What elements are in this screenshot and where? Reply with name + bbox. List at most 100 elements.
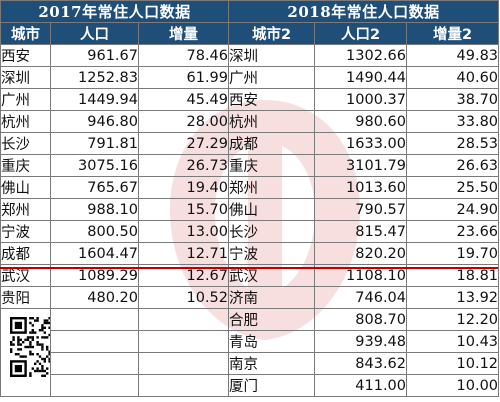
cell-2017-city[interactable]: 宁波 [0, 220, 51, 243]
cell-2018-population[interactable]: 1490.44 [314, 66, 408, 89]
cell-2017-population[interactable]: 765.67 [50, 176, 139, 199]
table-row: 深圳 1252.83 61.99 广州 1490.44 40.60 [0, 66, 500, 89]
cell-2017-increase[interactable]: 45.49 [137, 88, 230, 111]
cell-2017-population[interactable]: 1252.83 [50, 66, 139, 89]
table-row: 郑州 988.10 15.70 佛山 790.57 24.90 [0, 198, 500, 221]
cell-2018-population[interactable]: 815.47 [314, 220, 408, 243]
cell-2018-city[interactable]: 济南 [228, 286, 316, 309]
cell-2017-population[interactable]: 3075.16 [50, 154, 139, 177]
cell-2017-increase[interactable]: 26.73 [137, 154, 230, 177]
cell-2018-population[interactable]: 746.04 [314, 286, 408, 309]
empty-cell[interactable] [50, 374, 139, 397]
cell-2017-city[interactable]: 成都 [0, 242, 51, 265]
cell-2017-increase[interactable]: 12.67 [137, 264, 230, 287]
cell-2018-city[interactable]: 厦门 [228, 374, 316, 397]
cell-2018-city[interactable]: 长沙 [228, 220, 316, 243]
cell-2018-increase[interactable]: 25.50 [406, 176, 500, 199]
cell-2017-population[interactable]: 480.20 [50, 286, 139, 309]
cell-2018-increase[interactable]: 28.53 [406, 132, 500, 155]
cell-2018-population[interactable]: 1013.60 [314, 176, 408, 199]
cell-2018-increase[interactable]: 12.20 [406, 308, 500, 331]
cell-2017-increase[interactable]: 10.52 [137, 286, 230, 309]
cell-2018-population[interactable]: 790.57 [314, 198, 408, 221]
cell-2018-city[interactable]: 深圳 [228, 44, 316, 67]
cell-2017-increase[interactable]: 15.70 [137, 198, 230, 221]
qr-code-cell[interactable] [0, 308, 51, 397]
cell-2018-population[interactable]: 843.62 [314, 352, 408, 375]
cell-2017-population[interactable]: 1604.47 [50, 242, 139, 265]
cell-2017-population[interactable]: 800.50 [50, 220, 139, 243]
cell-2017-population[interactable]: 961.67 [50, 44, 139, 67]
cell-2018-increase[interactable]: 10.43 [406, 330, 500, 353]
cell-2018-population[interactable]: 1000.37 [314, 88, 408, 111]
cell-2017-city[interactable]: 贵阳 [0, 286, 51, 309]
cell-2017-city[interactable]: 广州 [0, 88, 51, 111]
cell-2018-population[interactable]: 808.70 [314, 308, 408, 331]
col-header-increase2[interactable]: 增量2 [406, 22, 500, 45]
empty-cell[interactable] [137, 352, 230, 375]
cell-2018-population[interactable]: 1633.00 [314, 132, 408, 155]
cell-2018-population[interactable]: 980.60 [314, 110, 408, 133]
cell-2018-city[interactable]: 广州 [228, 66, 316, 89]
cell-2018-city[interactable]: 佛山 [228, 198, 316, 221]
cell-2018-increase[interactable]: 38.70 [406, 88, 500, 111]
cell-2018-city[interactable]: 南京 [228, 352, 316, 375]
cell-2018-increase[interactable]: 33.80 [406, 110, 500, 133]
header-row: 城市 人口 增量 城市2 人口2 增量2 [0, 22, 500, 45]
cell-2018-city[interactable]: 宁波 [228, 242, 316, 265]
cell-2018-increase[interactable]: 10.00 [406, 374, 500, 397]
col-header-city2[interactable]: 城市2 [228, 22, 316, 45]
cell-2018-population[interactable]: 939.48 [314, 330, 408, 353]
cell-2017-city[interactable]: 重庆 [0, 154, 51, 177]
cell-2018-population[interactable]: 3101.79 [314, 154, 408, 177]
cell-2017-increase[interactable]: 61.99 [137, 66, 230, 89]
cell-2018-increase[interactable]: 23.66 [406, 220, 500, 243]
cell-2017-city[interactable]: 西安 [0, 44, 51, 67]
cell-2017-increase[interactable]: 28.00 [137, 110, 230, 133]
cell-2018-increase[interactable]: 49.83 [406, 44, 500, 67]
cell-2018-increase[interactable]: 10.12 [406, 352, 500, 375]
empty-cell[interactable] [137, 308, 230, 331]
cell-2018-population[interactable]: 820.20 [314, 242, 408, 265]
empty-cell[interactable] [137, 330, 230, 353]
cell-2017-increase[interactable]: 19.40 [137, 176, 230, 199]
cell-2018-city[interactable]: 郑州 [228, 176, 316, 199]
cell-2017-increase[interactable]: 12.71 [137, 242, 230, 265]
cell-2017-increase[interactable]: 13.00 [137, 220, 230, 243]
cell-2018-city[interactable]: 青岛 [228, 330, 316, 353]
cell-2018-city[interactable]: 重庆 [228, 154, 316, 177]
cell-2017-city[interactable]: 长沙 [0, 132, 51, 155]
cell-2017-population[interactable]: 988.10 [50, 198, 139, 221]
cell-2017-population[interactable]: 946.80 [50, 110, 139, 133]
cell-2017-city[interactable]: 郑州 [0, 198, 51, 221]
col-header-population[interactable]: 人口 [50, 22, 139, 45]
cell-2018-increase[interactable]: 26.63 [406, 154, 500, 177]
empty-cell[interactable] [50, 330, 139, 353]
cell-2018-increase[interactable]: 24.90 [406, 198, 500, 221]
cell-2017-city[interactable]: 深圳 [0, 66, 51, 89]
table-2018-title: 2018年常住人口数据 [228, 0, 500, 23]
col-header-increase[interactable]: 增量 [137, 22, 230, 45]
col-header-population2[interactable]: 人口2 [314, 22, 408, 45]
cell-2017-population[interactable]: 791.81 [50, 132, 139, 155]
empty-cell[interactable] [50, 352, 139, 375]
cell-2018-city[interactable]: 杭州 [228, 110, 316, 133]
cell-2017-population[interactable]: 1449.94 [50, 88, 139, 111]
cell-2018-increase[interactable]: 40.60 [406, 66, 500, 89]
cell-2017-city[interactable]: 佛山 [0, 176, 51, 199]
cell-2018-population[interactable]: 1302.66 [314, 44, 408, 67]
cell-2017-increase[interactable]: 27.29 [137, 132, 230, 155]
cell-2018-city[interactable]: 西安 [228, 88, 316, 111]
cell-2018-city[interactable]: 成都 [228, 132, 316, 155]
cell-2017-city[interactable]: 杭州 [0, 110, 51, 133]
cell-2018-population[interactable]: 1108.10 [314, 264, 408, 287]
empty-cell[interactable] [137, 374, 230, 397]
empty-cell[interactable] [50, 308, 139, 331]
cell-2017-increase[interactable]: 78.46 [137, 44, 230, 67]
col-header-city[interactable]: 城市 [0, 22, 51, 45]
cell-2018-increase[interactable]: 19.70 [406, 242, 500, 265]
cell-2018-increase[interactable]: 13.92 [406, 286, 500, 309]
cell-2018-city[interactable]: 合肥 [228, 308, 316, 331]
cell-2018-population[interactable]: 411.00 [314, 374, 408, 397]
